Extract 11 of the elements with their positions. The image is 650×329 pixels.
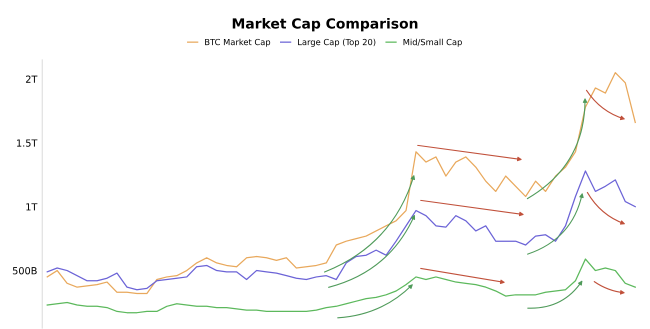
legend-label: Mid/Small Cap: [404, 38, 462, 47]
line-series: [46, 72, 636, 294]
y-tick-label: 1.5T: [17, 139, 38, 147]
legend-label: BTC Market Cap: [205, 38, 270, 47]
chart-title: Market Cap Comparison: [232, 18, 418, 32]
legend-label: Large Cap (Top 20): [298, 38, 376, 47]
line-series: [46, 170, 636, 290]
line-series: [46, 258, 636, 314]
y-tick-label: 2T: [26, 76, 38, 83]
y-tick-label: 500B: [12, 267, 37, 274]
y-tick-label: 1T: [26, 203, 38, 210]
